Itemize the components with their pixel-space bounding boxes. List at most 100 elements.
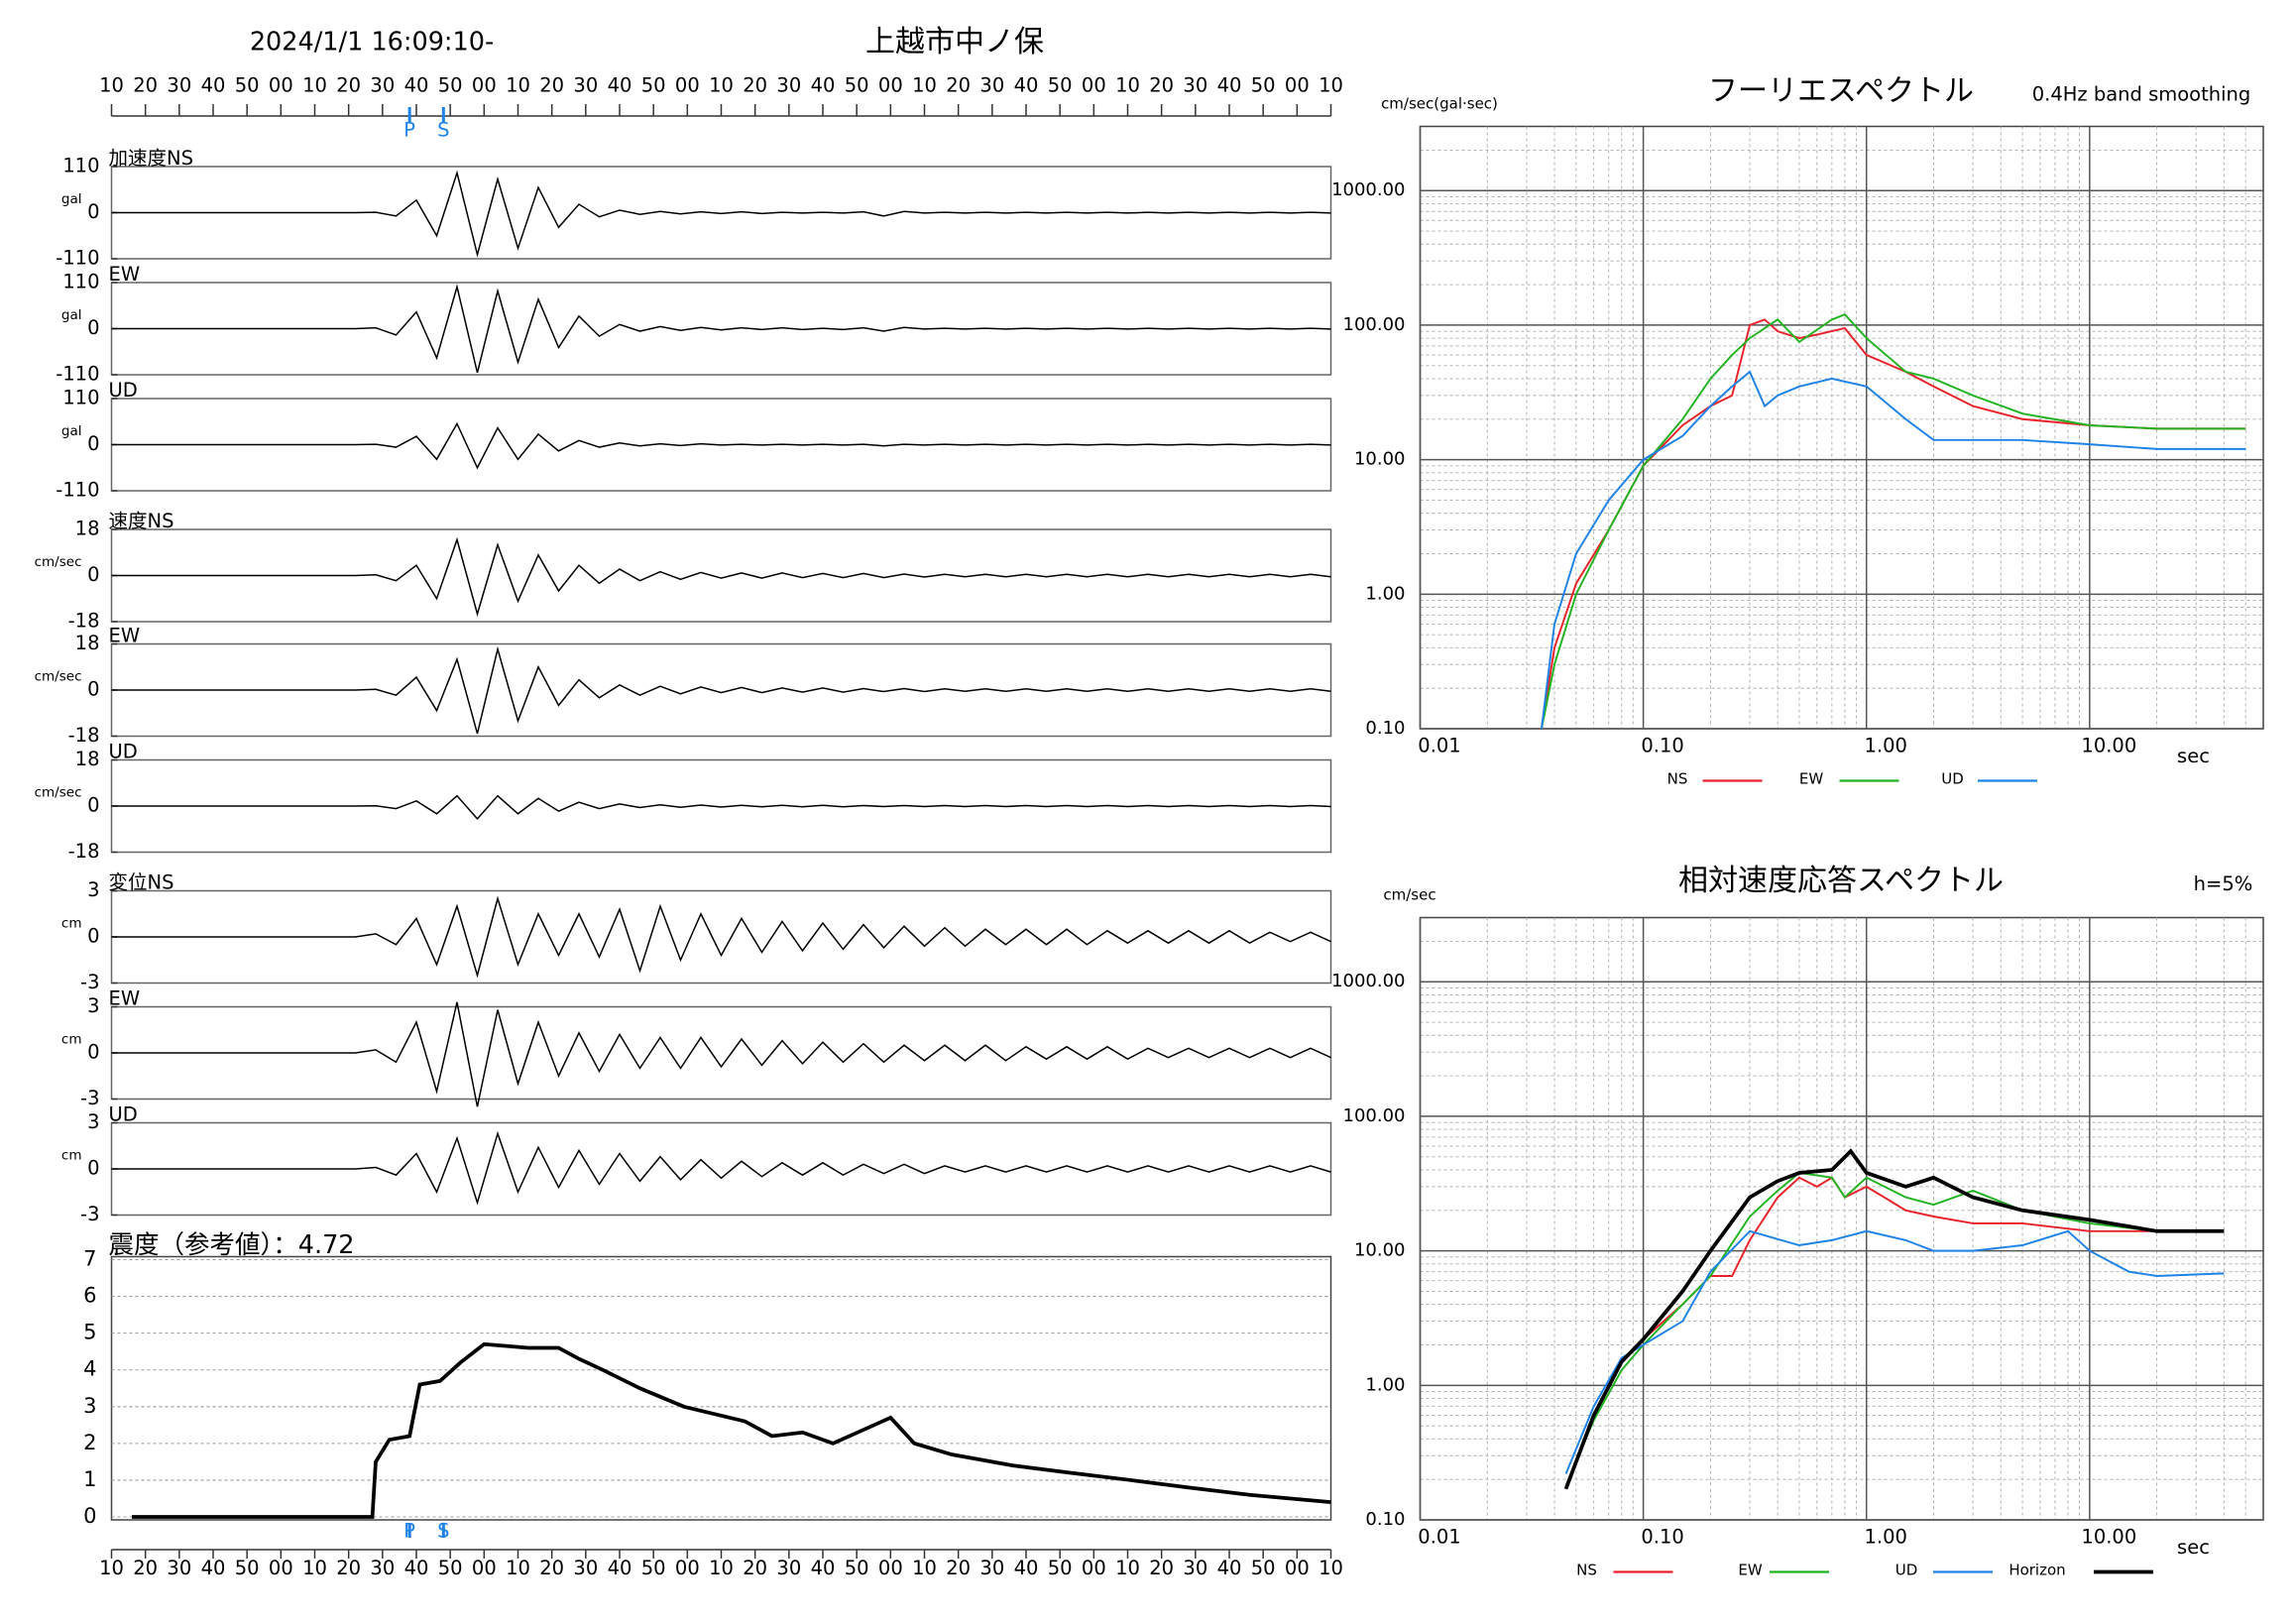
y-tick-label: 1.00	[1365, 583, 1405, 604]
x-tick-label: 40	[1014, 74, 1039, 97]
x-tick-label: 30	[167, 74, 191, 97]
y-tick-label: 7	[83, 1247, 96, 1271]
y-tick-label: -110	[56, 479, 99, 502]
x-tick-label: 10	[912, 74, 937, 97]
x-tick-label: 40	[1217, 1557, 1242, 1579]
x-tick-label: 40	[811, 74, 836, 97]
legend-label: NS	[1576, 1562, 1597, 1579]
x-tick-label: 10	[912, 1557, 937, 1579]
x-tick-label: 40	[608, 1557, 632, 1579]
x-tick-label: 30	[573, 74, 598, 97]
y-tick-label: -110	[56, 363, 99, 386]
y-tick-label: 1000.00	[1331, 971, 1405, 991]
y-tick-label: -18	[68, 840, 100, 863]
y-tick-label: 2	[83, 1431, 96, 1454]
x-tick-label: 0.01	[1418, 1526, 1460, 1549]
unit-label: gal	[61, 307, 82, 323]
y-tick-label: -18	[68, 724, 100, 747]
x-tick-label: 30	[776, 1557, 801, 1579]
y-tick-label: 0.10	[1365, 1509, 1405, 1530]
x-tick-label: 40	[1014, 1557, 1039, 1579]
plot-frame	[110, 1255, 1332, 1521]
y-tick-label: -110	[56, 247, 99, 270]
x-tick-label: 00	[1285, 74, 1310, 97]
y-tick-label: 18	[75, 632, 100, 654]
y-tick-label: 0	[87, 925, 99, 948]
waveform	[111, 645, 1331, 735]
x-tick-label: 00	[1082, 74, 1106, 97]
x-tick-label: 0.10	[1641, 735, 1683, 757]
y-tick-label: 0	[87, 316, 99, 339]
legend-label: NS	[1667, 770, 1688, 788]
x-tick-label: 20	[133, 1557, 158, 1579]
y-tick-label: -18	[68, 610, 100, 633]
x-tick-label: 10	[1115, 74, 1140, 97]
x-tick-label: 20	[133, 74, 158, 97]
spectrum-line	[1563, 1148, 2225, 1490]
x-tick-label: 20	[743, 74, 767, 97]
x-tick-label: 40	[1217, 74, 1242, 97]
x-tick-label: 10	[1115, 1557, 1140, 1579]
panel-label: EW	[109, 263, 141, 286]
panel-label: UD	[109, 1103, 138, 1126]
y-tick-label: 0	[87, 1157, 99, 1180]
waveform	[111, 1130, 1331, 1206]
x-tick-label: 30	[1183, 1557, 1207, 1579]
x-tick-label: 0.10	[1641, 1526, 1683, 1549]
x-tick-label: 30	[979, 1557, 1004, 1579]
x-tick-label: 00	[878, 1557, 903, 1579]
unit-label: cm	[61, 1148, 82, 1164]
x-tick-label: 00	[472, 1557, 497, 1579]
chart-title: 震度（参考値）：4.72	[109, 1230, 355, 1260]
x-tick-label: 50	[845, 1557, 869, 1579]
y-tick-label: 110	[62, 155, 99, 177]
legend-label: EW	[1799, 770, 1823, 788]
y-tick-label: 0	[83, 1504, 96, 1528]
y-tick-label: 0	[87, 794, 99, 817]
waveform	[111, 284, 1331, 374]
x-axis-label: sec	[2177, 1536, 2210, 1559]
y-tick-label: 0	[87, 432, 99, 455]
x-tick-label: 20	[1149, 1557, 1174, 1579]
datetime: 2024/1/1 16:09:10-	[250, 28, 494, 58]
y-tick-label: 6	[83, 1284, 96, 1308]
x-tick-label: 40	[811, 1557, 836, 1579]
y-tick-label: 0	[87, 563, 99, 586]
x-tick-label: 00	[1082, 1557, 1106, 1579]
y-axis-label: cm/sec	[1383, 886, 1435, 904]
x-tick-label: 30	[979, 74, 1004, 97]
y-tick-label: -3	[80, 1203, 99, 1225]
x-tick-label: 50	[1048, 74, 1073, 97]
x-tick-label: 00	[269, 1557, 293, 1579]
spectrum-line	[1541, 313, 2246, 730]
x-tick-label: 40	[201, 1557, 226, 1579]
panel-label: UD	[109, 741, 138, 763]
x-tick-label: 10	[99, 1557, 124, 1579]
x-tick-label: 00	[675, 1557, 700, 1579]
x-tick-label: 10	[302, 1557, 327, 1579]
y-tick-label: 5	[83, 1321, 96, 1344]
unit-label: cm	[61, 1032, 82, 1048]
legend-label: Horizon	[2009, 1562, 2065, 1579]
legend-label: EW	[1738, 1562, 1762, 1579]
y-axis-label: cm/sec(gal·sec)	[1381, 95, 1498, 113]
x-tick-label: 20	[336, 1557, 361, 1579]
y-tick-label: 100.00	[1343, 314, 1406, 335]
y-tick-label: 0	[87, 1041, 99, 1064]
intensity-line	[132, 1341, 1331, 1519]
x-tick-label: 50	[1251, 1557, 1276, 1579]
x-tick-label: 30	[370, 1557, 395, 1579]
x-tick-label: 10	[1319, 74, 1343, 97]
x-tick-label: 10	[709, 1557, 734, 1579]
y-tick-label: 0.10	[1365, 718, 1405, 739]
y-tick-label: 3	[87, 994, 99, 1017]
x-tick-label: 50	[1251, 74, 1276, 97]
y-tick-label: 18	[75, 748, 100, 770]
unit-label: gal	[61, 423, 82, 439]
legend-label: UD	[1941, 770, 1964, 788]
chart-title: 相対速度応答スペクトル	[1678, 864, 2004, 898]
y-tick-label: -3	[80, 971, 99, 993]
panel-label: EW	[109, 625, 141, 647]
x-tick-label: 00	[878, 74, 903, 97]
unit-label: gal	[61, 191, 82, 207]
